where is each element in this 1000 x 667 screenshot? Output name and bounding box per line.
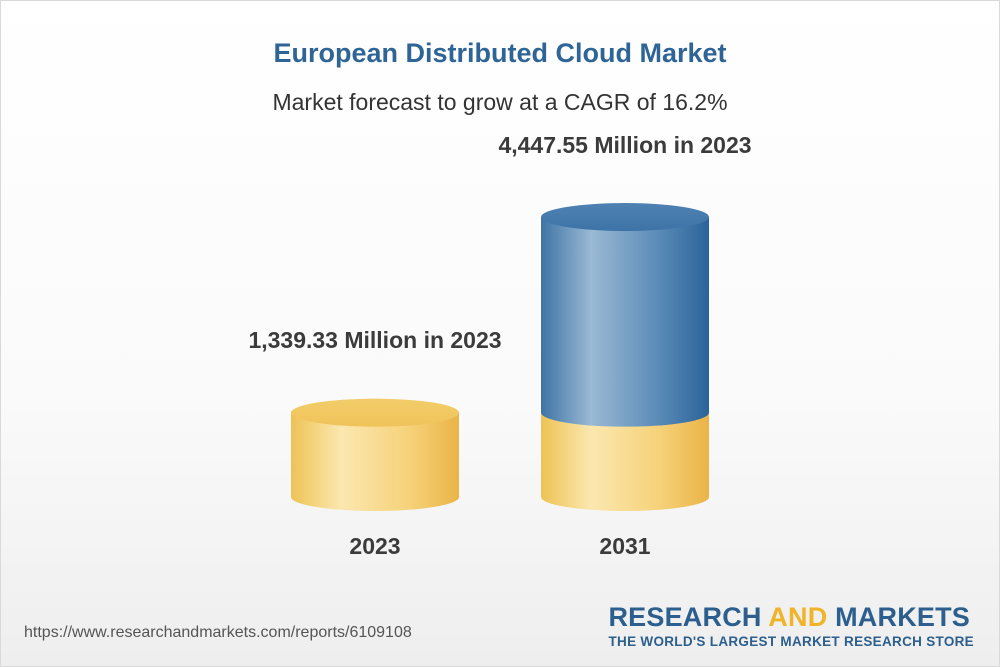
bar-2031-base-body (541, 412, 709, 511)
bar-2031-growth-top (541, 203, 709, 231)
data-label-2031: 4,447.55 Million in 2023 (498, 132, 752, 158)
brand-and: AND (768, 602, 828, 632)
category-label-2023: 2023 (349, 533, 401, 559)
data-label-2023: 1,339.33 Million in 2023 (248, 327, 502, 353)
category-label-2031: 2031 (599, 533, 651, 559)
brand-logo: RESEARCH AND MARKETS THE WORLD'S LARGEST… (608, 602, 974, 649)
chart-subtitle: Market forecast to grow at a CAGR of 16.… (272, 89, 728, 115)
brand-research: RESEARCH (608, 602, 769, 632)
brand-markets: MARKETS (827, 602, 971, 632)
bar-2023-body (291, 412, 459, 511)
bar-2023-top (291, 398, 459, 427)
brand-name: RESEARCH AND MARKETS (608, 602, 974, 632)
brand-tagline: THE WORLD'S LARGEST MARKET RESEARCH STOR… (608, 634, 974, 649)
chart-title: European Distributed Cloud Market (273, 38, 727, 68)
bar-2031-growth-body (541, 217, 709, 427)
source-url: https://www.researchandmarkets.com/repor… (24, 624, 412, 641)
